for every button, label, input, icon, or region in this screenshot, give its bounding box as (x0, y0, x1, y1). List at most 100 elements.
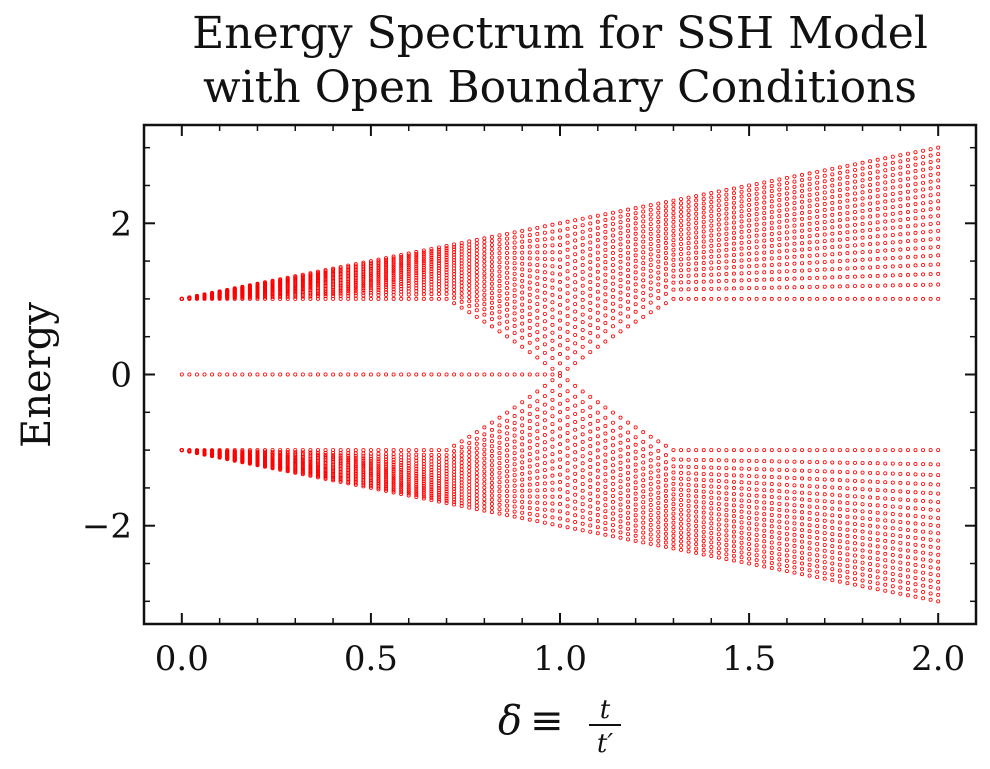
data-point (701, 525, 706, 530)
data-point (550, 406, 555, 411)
data-point (928, 237, 933, 242)
data-point (489, 439, 494, 444)
data-point (762, 200, 767, 205)
data-point (467, 242, 472, 247)
data-point (701, 500, 706, 505)
data-point (747, 264, 752, 269)
data-point (671, 274, 676, 279)
data-point (542, 410, 547, 415)
data-point (792, 190, 797, 195)
data-point (762, 238, 767, 243)
y-tick-label: −2 (82, 507, 132, 547)
data-point (890, 205, 895, 210)
data-point (792, 490, 797, 495)
data-point (406, 475, 411, 480)
edge-state-point (467, 372, 472, 377)
data-point (474, 308, 479, 313)
data-point (792, 174, 797, 179)
data-point (905, 580, 910, 585)
data-point (747, 193, 752, 198)
data-point (421, 270, 426, 275)
data-point (520, 239, 525, 244)
data-point (739, 258, 744, 263)
data-point (890, 565, 895, 570)
data-point (837, 539, 842, 544)
data-point (626, 245, 631, 250)
data-point (626, 268, 631, 273)
data-point (315, 448, 320, 453)
data-point (512, 330, 517, 335)
data-point (331, 470, 336, 475)
data-point (300, 296, 305, 301)
data-point (868, 234, 873, 239)
data-point (641, 535, 646, 540)
data-point (709, 218, 714, 223)
data-point (489, 463, 494, 468)
data-point (905, 527, 910, 532)
data-point (739, 525, 744, 530)
data-point (558, 410, 563, 415)
data-point (565, 291, 570, 296)
data-point (921, 174, 926, 179)
data-point (883, 273, 888, 278)
data-point (694, 550, 699, 555)
data-point (777, 208, 782, 213)
data-point (822, 518, 827, 523)
data-point (928, 462, 933, 467)
data-point (724, 528, 729, 533)
data-point (595, 462, 600, 467)
data-point (338, 479, 343, 484)
data-point (603, 438, 608, 443)
data-point (905, 513, 910, 518)
data-point (837, 188, 842, 193)
data-point (837, 275, 842, 280)
data-point (762, 270, 767, 275)
data-point (580, 432, 585, 437)
data-point (663, 250, 668, 255)
data-point (331, 267, 336, 272)
data-point (641, 510, 646, 515)
data-point (558, 523, 563, 528)
data-point (792, 483, 797, 488)
data-point (928, 245, 933, 250)
data-point (542, 425, 547, 430)
data-point (890, 584, 895, 589)
data-point (474, 262, 479, 267)
data-point (845, 192, 850, 197)
data-point (890, 496, 895, 501)
data-point (482, 465, 487, 470)
data-point (618, 473, 623, 478)
data-point (936, 508, 941, 513)
data-point (512, 299, 517, 304)
data-point (580, 502, 585, 507)
data-point (399, 266, 404, 271)
data-point (852, 515, 857, 520)
data-point (724, 542, 729, 547)
data-point (505, 250, 510, 255)
data-point (792, 184, 797, 189)
data-point (573, 252, 578, 257)
data-point (527, 458, 532, 463)
data-point (671, 219, 676, 224)
data-point (913, 506, 918, 511)
data-point (709, 448, 714, 453)
data-point (694, 514, 699, 519)
data-point (315, 296, 320, 301)
data-point (724, 552, 729, 557)
data-point (830, 245, 835, 250)
data-point (936, 158, 941, 163)
edge-state-point (315, 372, 320, 377)
data-point (694, 255, 699, 260)
data-point (505, 296, 510, 301)
data-point (815, 253, 820, 258)
data-point (694, 519, 699, 524)
data-point (580, 475, 585, 480)
data-point (391, 477, 396, 482)
data-point (701, 224, 706, 229)
data-point (769, 488, 774, 493)
data-point (527, 292, 532, 297)
data-point (467, 286, 472, 291)
data-point (747, 448, 752, 453)
data-point (860, 509, 865, 514)
data-point (641, 500, 646, 505)
